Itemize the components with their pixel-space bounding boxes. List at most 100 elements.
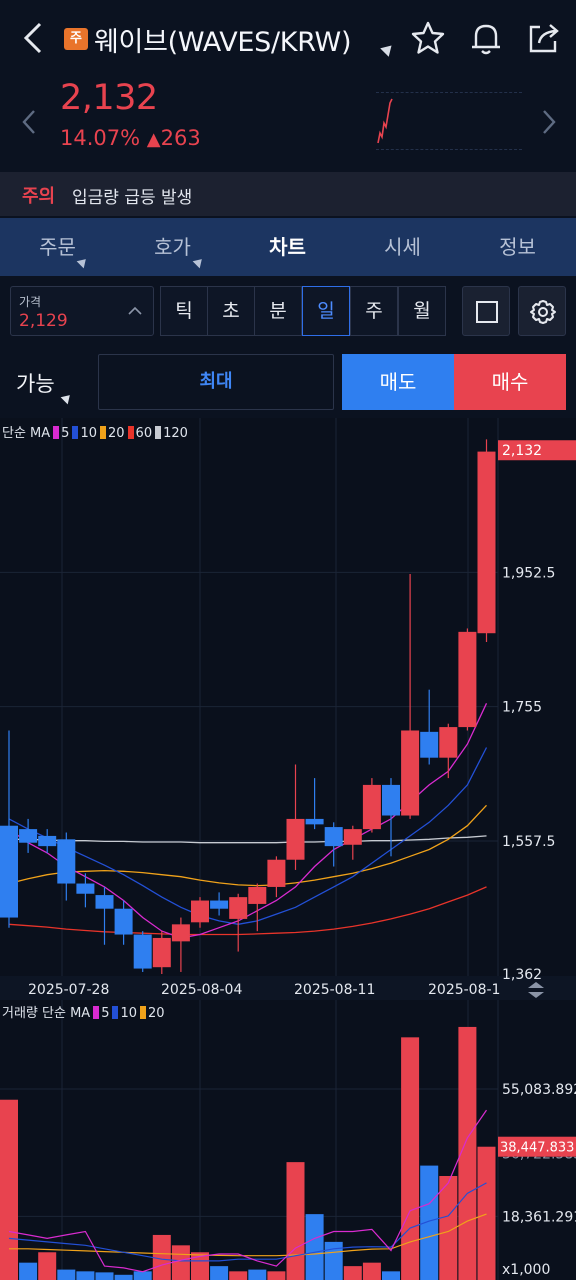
volume-bar <box>152 1234 171 1280</box>
available-label[interactable]: 가능 <box>16 372 55 396</box>
change-amount: 263 <box>160 126 201 150</box>
chart-canvas[interactable]: 1,952.5 1,755 1,557.5 1,362 2,132 2025-07-28 2… <box>0 418 576 1280</box>
volume-bar <box>286 1162 305 1280</box>
current-price: 2,132 <box>60 78 158 118</box>
volume-bar <box>362 1262 381 1280</box>
ma60-label: 60 <box>135 426 153 441</box>
main-tabs: 주문 호가 차트 시세 정보 <box>0 218 576 276</box>
period-selector: 틱 초 분 일 주 월 <box>160 286 448 336</box>
gear-icon <box>530 300 556 324</box>
chevron-left-icon <box>22 110 35 134</box>
candle-body <box>152 937 171 968</box>
vol-ma5-line <box>8 1109 487 1273</box>
volume-bar <box>0 1099 18 1280</box>
ma10-line <box>8 747 488 925</box>
ma20-line <box>8 804 487 887</box>
scroll-down-icon <box>528 992 544 998</box>
volume-bar <box>133 1271 152 1280</box>
volume-bar <box>57 1269 76 1280</box>
candle-body <box>401 730 420 816</box>
volume-bar <box>420 1165 439 1280</box>
fullscreen-button[interactable] <box>462 286 510 336</box>
scroll-up-icon <box>528 982 544 988</box>
candle-body <box>38 835 57 847</box>
candle-body <box>362 784 381 830</box>
price-selector[interactable]: 가격 2,129 <box>10 286 154 336</box>
vol-ma20-swatch <box>140 1006 147 1019</box>
page-title[interactable]: 웨이브(WAVES/KRW) <box>94 27 352 58</box>
quick-order-row: 가능 최대 매도 매수 <box>0 352 576 412</box>
period-month-button[interactable]: 월 <box>398 286 446 336</box>
volume-bar <box>38 1252 57 1280</box>
candle-body <box>286 818 305 860</box>
date-tick-label: 2025-08-1 <box>428 982 500 998</box>
sell-button[interactable]: 매도 <box>342 354 454 410</box>
buy-button[interactable]: 매수 <box>454 354 566 410</box>
candle-body <box>324 827 343 847</box>
ma-legend-prefix: 단순 MA <box>2 426 51 441</box>
volume-bar <box>19 1262 38 1280</box>
volume-bar <box>267 1271 286 1280</box>
alert-button[interactable] <box>468 20 504 56</box>
candle-body <box>229 897 248 919</box>
chevron-right-icon <box>543 110 556 134</box>
ma120-label: 120 <box>163 426 188 441</box>
ma20-label: 20 <box>108 426 125 441</box>
notice-tag: 주의 <box>22 186 56 207</box>
back-button[interactable] <box>18 18 52 58</box>
period-week-button[interactable]: 주 <box>350 286 398 336</box>
period-tick-button[interactable]: 틱 <box>160 286 208 336</box>
volume-bar <box>324 1241 343 1280</box>
ma60-swatch <box>127 426 134 439</box>
volume-bar <box>382 1271 400 1280</box>
bell-icon <box>472 24 500 55</box>
ma5-swatch <box>53 426 60 439</box>
period-second-button[interactable]: 초 <box>207 286 255 336</box>
vol-legend-prefix: 거래량 단순 MA <box>2 1006 91 1021</box>
candlestick-chart[interactable]: 1,952.5 1,755 1,557.5 1,362 2,132 2025-07-28 2… <box>0 418 576 1280</box>
candle-body <box>248 886 267 904</box>
title-dropdown-caret-icon[interactable] <box>380 41 396 57</box>
mini-price-chart <box>376 92 522 150</box>
vol-ma10-swatch <box>112 1006 119 1019</box>
volume-bar <box>191 1252 209 1280</box>
vol-ma20-line <box>9 1213 487 1257</box>
date-axis-band <box>0 976 576 1000</box>
date-tick-label: 2025-08-11 <box>294 982 375 998</box>
volume-bar <box>171 1245 190 1280</box>
candle-body <box>95 895 114 909</box>
volume-tick-label: x1,000 <box>502 1262 550 1278</box>
tab-chart[interactable]: 차트 <box>269 235 306 259</box>
tab-orderbook[interactable]: 호가 <box>154 235 191 259</box>
period-minute-button[interactable]: 분 <box>254 286 302 336</box>
volume-bar <box>305 1214 324 1280</box>
tab-order[interactable]: 주문 <box>39 235 76 259</box>
settings-button[interactable] <box>518 286 566 336</box>
volume-ma-legend: 거래량 단순 MA 5 10 20 <box>2 1002 165 1021</box>
candle-body <box>343 829 362 845</box>
max-amount-button[interactable]: 최대 <box>98 354 334 410</box>
vol-ma5-swatch <box>93 1006 100 1019</box>
change-percent: 14.07% <box>60 126 141 150</box>
tab-market-price[interactable]: 시세 <box>384 235 421 259</box>
price-tick-label: 1,755 <box>502 700 542 716</box>
volume-bar <box>458 1026 477 1280</box>
ma60-line <box>8 886 487 936</box>
volume-bar <box>229 1271 248 1280</box>
warning-notice-bar[interactable]: 주의 입금량 급등 발생 <box>0 172 576 216</box>
candle-body <box>0 825 18 918</box>
candle-body <box>19 829 38 843</box>
candle-body <box>191 900 209 923</box>
share-button[interactable] <box>526 20 562 56</box>
favorite-button[interactable] <box>410 20 446 56</box>
candle-body <box>458 631 477 728</box>
volume-bar <box>95 1272 114 1280</box>
price-tick-label: 1,362 <box>502 967 542 983</box>
ma5-label: 5 <box>61 426 70 441</box>
period-day-button[interactable]: 일 <box>302 286 350 336</box>
candle-body <box>420 731 439 758</box>
tab-info[interactable]: 정보 <box>499 235 536 259</box>
next-coin-button[interactable] <box>538 108 558 136</box>
price-summary: 2,132 14.07% ▲263 <box>0 78 576 170</box>
prev-coin-button[interactable] <box>20 108 40 136</box>
